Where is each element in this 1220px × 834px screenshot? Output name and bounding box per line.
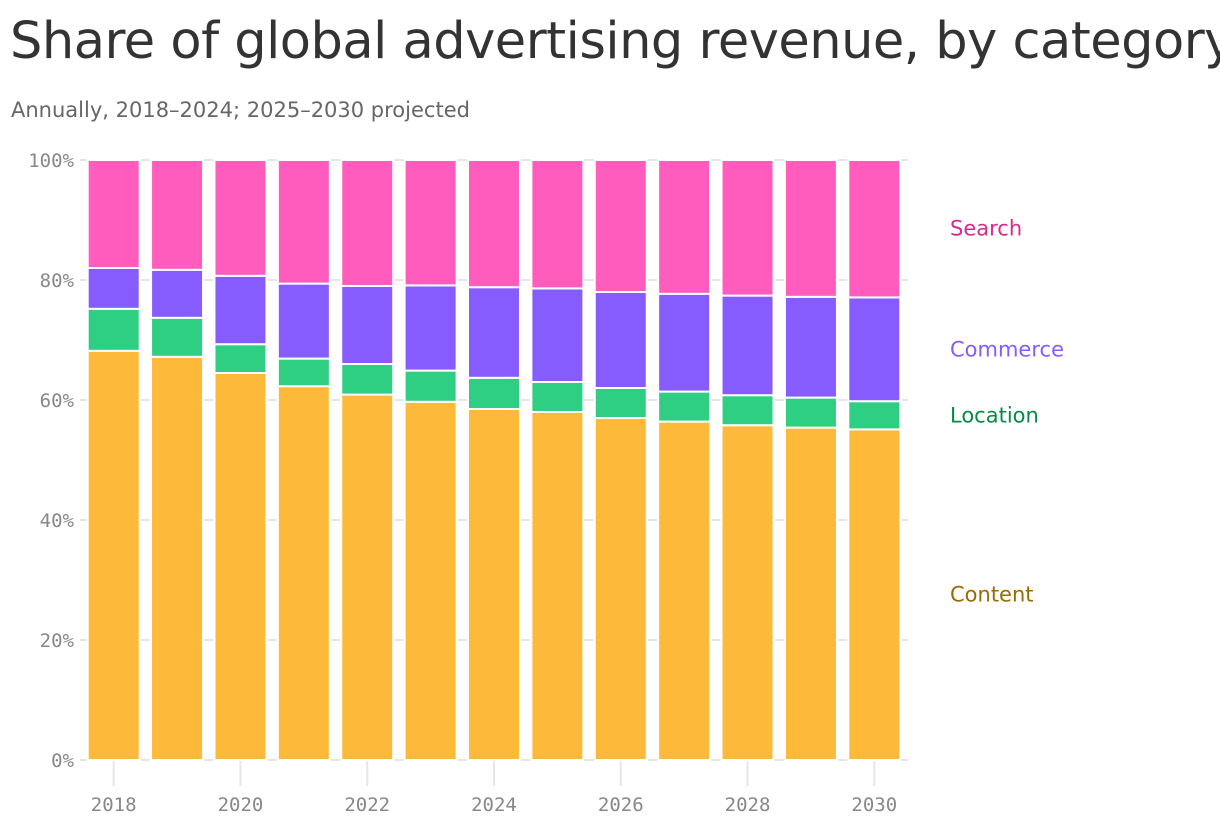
bar-segment-search-2030 [847,159,902,299]
y-tick-label: 80% [40,270,75,292]
x-tick-label: 2030 [851,794,897,816]
bar-segment-location-2019 [150,316,205,358]
bar-segment-content-2027 [657,420,712,761]
bars [86,159,902,761]
bar-segment-commerce-2018 [86,267,141,310]
bar-segment-search-2024 [467,159,521,289]
bar-segment-search-2026 [593,159,648,293]
y-tick-label: 20% [40,630,75,652]
bar-segment-location-2025 [530,381,585,413]
x-tick-label: 2020 [218,794,264,816]
bar-segment-commerce-2027 [657,292,712,393]
x-tick-label: 2026 [598,794,644,816]
bar-segment-search-2021 [276,159,331,285]
bar-segment-search-2027 [657,159,712,295]
bar-segment-commerce-2021 [276,282,331,360]
bar-segment-commerce-2025 [530,287,585,383]
bar-segment-search-2018 [86,159,141,269]
bar-segment-location-2028 [720,394,775,427]
y-tick-label: 40% [40,510,75,532]
bar-segment-content-2025 [530,411,585,761]
y-tick-label: 100% [28,150,74,172]
bar-segment-commerce-2023 [403,284,458,372]
bar-segment-location-2029 [783,396,838,429]
x-tick-label: 2028 [725,794,771,816]
bar-segment-search-2019 [150,159,205,271]
x-tick-label: 2024 [471,794,517,816]
y-tick-label: 0% [51,750,74,772]
bar-segment-search-2022 [340,159,395,287]
bar-segment-commerce-2029 [783,295,838,399]
series-labels: Content Location Commerce Search [950,217,1064,607]
x-tick-label: 2018 [91,794,137,816]
bar-segment-location-2024 [467,376,521,410]
bar-segment-location-2020 [213,343,268,375]
bar-segment-location-2021 [276,357,331,388]
bar-segment-search-2023 [403,159,458,287]
bar-segment-location-2018 [86,307,141,352]
bar-segment-content-2021 [276,385,331,761]
series-label-content: Content [950,583,1034,607]
bar-segment-commerce-2030 [847,296,902,403]
bar-segment-search-2025 [530,159,585,290]
series-label-commerce: Commerce [950,337,1064,361]
chart-subtitle: Annually, 2018–2024; 2025–2030 projected [11,98,470,122]
bar-segment-commerce-2028 [720,294,775,397]
bar-segment-content-2018 [86,349,141,761]
bar-segment-location-2026 [593,387,648,419]
bar-segment-content-2020 [213,372,268,761]
y-axis: 0% 20% 40% 60% 80% 100% [28,150,74,772]
bar-segment-content-2024 [467,408,521,761]
chart-title: Share of global advertising revenue, by … [10,12,1220,71]
bar-segment-location-2027 [657,390,712,423]
bar-segment-commerce-2022 [340,285,395,365]
bar-segment-commerce-2026 [593,291,648,389]
bar-segment-content-2030 [847,428,902,761]
bar-segment-content-2023 [403,400,458,761]
series-label-location: Location [950,403,1039,427]
bar-segment-location-2022 [340,363,395,396]
x-axis: 2018 2020 2022 2024 2026 2028 2030 [91,794,897,816]
bar-segment-search-2028 [720,159,775,297]
bar-segment-commerce-2019 [150,268,205,319]
bar-segment-search-2020 [213,159,268,277]
y-tick-label: 60% [40,390,75,412]
bar-segment-content-2019 [150,355,205,761]
bar-segment-location-2030 [847,400,902,431]
bar-segment-content-2022 [340,393,395,761]
bar-segment-location-2023 [403,369,458,403]
series-label-search: Search [950,217,1022,241]
x-tick-label: 2022 [344,794,390,816]
bar-segment-content-2028 [720,424,775,761]
bar-segment-content-2026 [593,417,648,761]
bar-segment-commerce-2020 [213,274,268,346]
bar-segment-content-2029 [783,426,838,761]
bar-segment-search-2029 [783,159,838,298]
bar-segment-commerce-2024 [467,286,521,379]
